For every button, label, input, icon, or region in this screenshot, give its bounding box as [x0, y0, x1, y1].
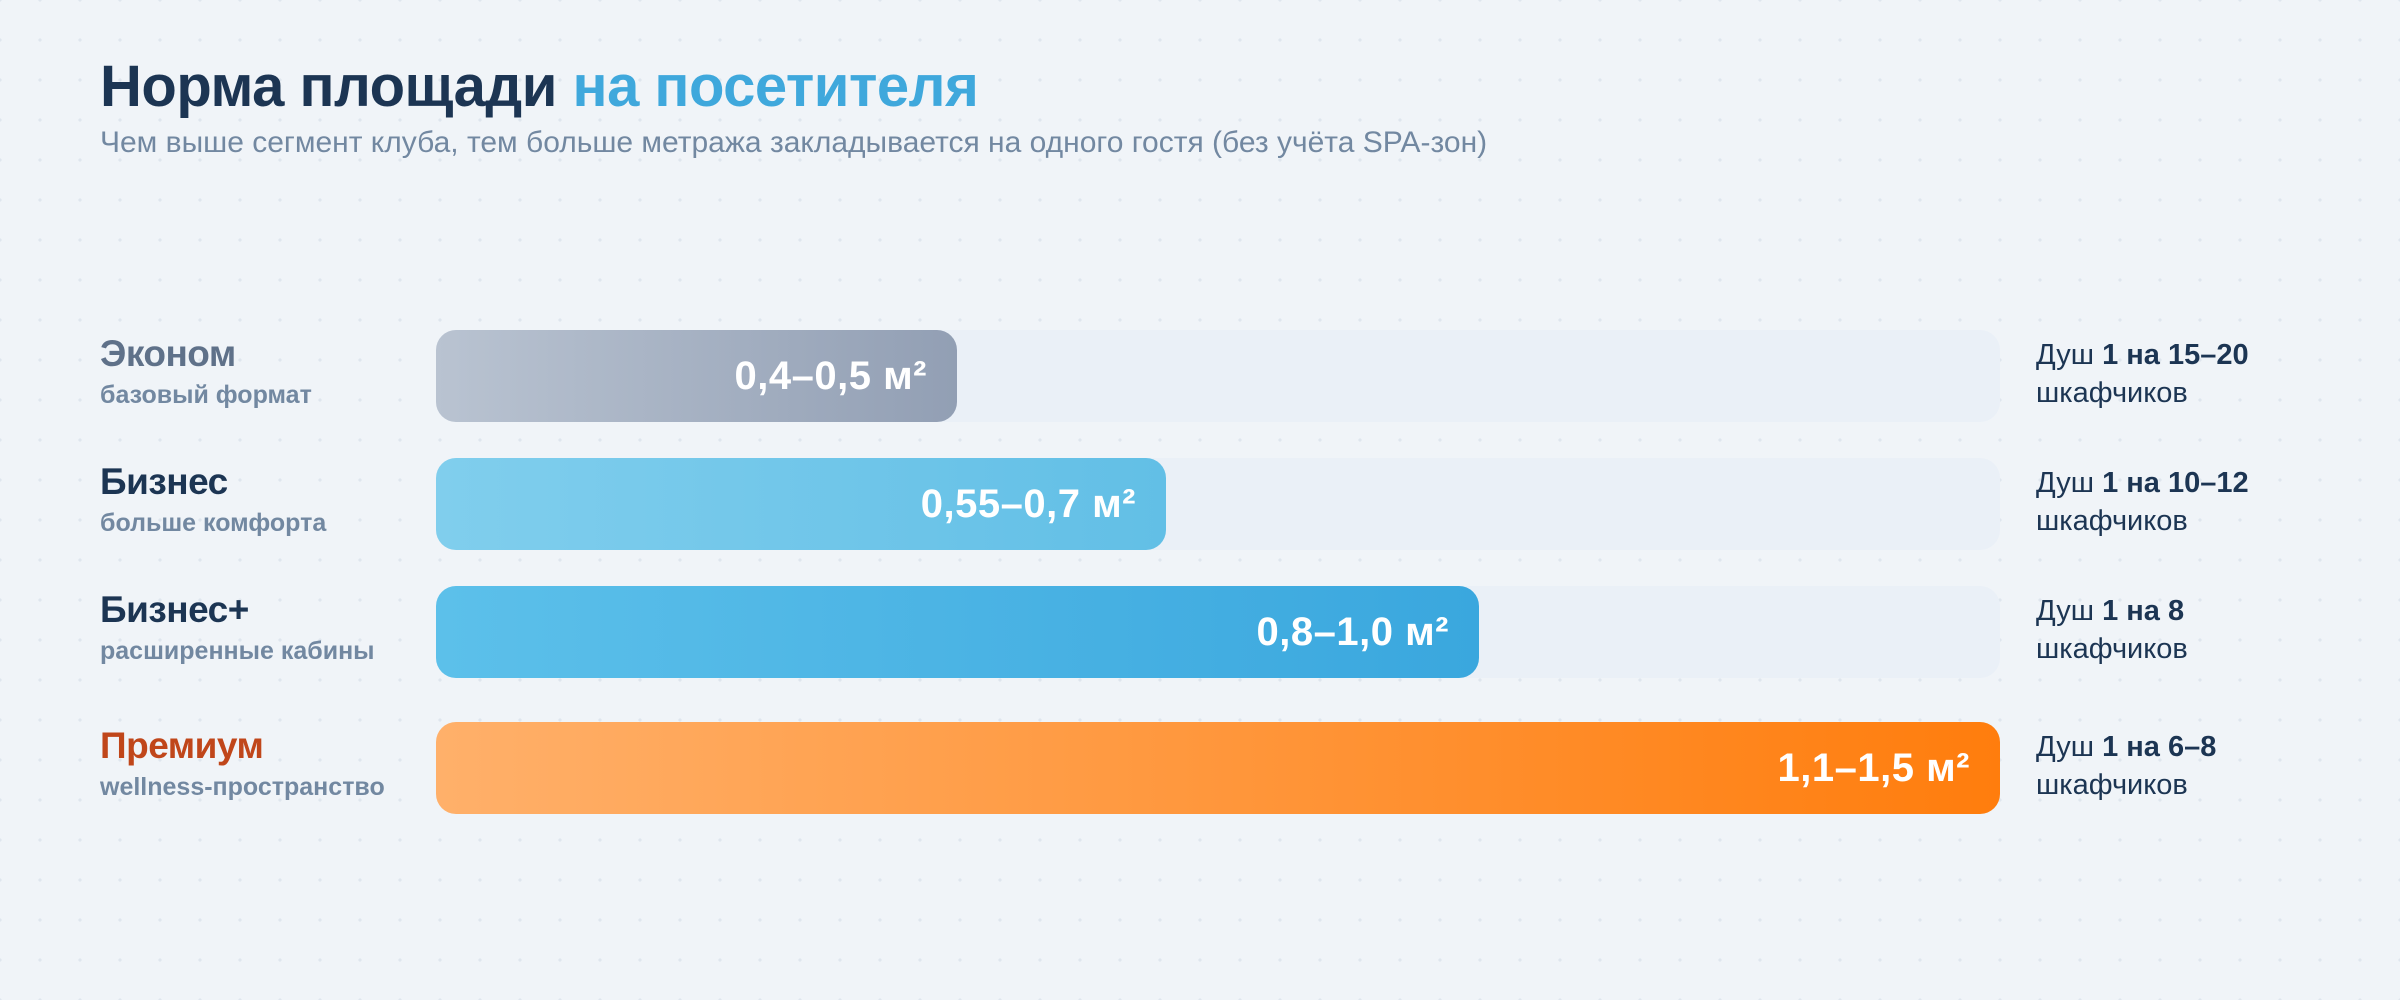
shower-prefix: Душ	[2036, 467, 2095, 499]
title-accent: на посетителя	[572, 54, 979, 119]
chart-row: Бизнес+ расширенные кабины 0,8–1,0 м² Душ 1…	[0, 586, 2400, 678]
segment-subtitle: базовый формат	[100, 380, 312, 409]
shower-unit: шкафчиков	[2036, 377, 2188, 410]
chart-row: Эконом базовый формат 0,4–0,5 м² Душ 1 на 1…	[0, 330, 2400, 422]
segment-name: Премиум	[100, 725, 264, 766]
shower-prefix: Душ	[2036, 731, 2095, 763]
segment-name: Бизнес+	[100, 589, 249, 630]
shower-ratio-value: 1 на 8	[2102, 595, 2185, 627]
segment-label: Бизнес+ расширенные кабины	[100, 589, 420, 668]
segment-label: Бизнес больше комфорта	[100, 461, 420, 540]
segment-subtitle: wellness-пространство	[100, 772, 385, 801]
bar-value-label: 0,4–0,5 м²	[734, 354, 927, 398]
segment-subtitle: расширенные кабины	[100, 636, 375, 665]
bar: 0,4–0,5 м²	[436, 330, 957, 422]
bar-value-label: 1,1–1,5 м²	[1777, 746, 1970, 790]
bar: 1,1–1,5 м²	[436, 722, 2000, 814]
shower-ratio-value: 1 на 10–12	[2102, 467, 2249, 499]
page-subtitle: Чем выше сегмент клуба, тем больше метра…	[100, 126, 1488, 159]
shower-ratio-value: 1 на 15–20	[2102, 339, 2249, 371]
shower-ratio: Душ 1 на 15–20 шкафчиков	[2036, 336, 2249, 413]
bar-value-label: 0,55–0,7 м²	[920, 482, 1136, 526]
shower-ratio: Душ 1 на 10–12 шкафчиков	[2036, 464, 2249, 541]
shower-ratio: Душ 1 на 8 шкафчиков	[2036, 592, 2188, 669]
shower-ratio: Душ 1 на 6–8 шкафчиков	[2036, 728, 2216, 805]
bar-track: 1,1–1,5 м²	[436, 722, 2000, 814]
bar-value-label: 0,8–1,0 м²	[1256, 610, 1449, 654]
title-main: Норма площади	[100, 54, 557, 119]
segment-label: Эконом базовый формат	[100, 333, 420, 412]
segment-subtitle: больше комфорта	[100, 508, 327, 537]
bar-track: 0,4–0,5 м²	[436, 330, 2000, 422]
shower-unit: шкафчиков	[2036, 769, 2188, 802]
page-title: Норма площади на посетителя	[100, 52, 979, 122]
shower-unit: шкафчиков	[2036, 505, 2188, 538]
bar: 0,8–1,0 м²	[436, 586, 1479, 678]
shower-prefix: Душ	[2036, 339, 2095, 371]
bar-track: 0,55–0,7 м²	[436, 458, 2000, 550]
shower-prefix: Душ	[2036, 595, 2095, 627]
bar-track: 0,8–1,0 м²	[436, 586, 2000, 678]
segment-label: Премиум wellness-пространство	[100, 725, 420, 804]
shower-ratio-value: 1 на 6–8	[2102, 731, 2217, 763]
segment-name: Бизнес	[100, 461, 228, 502]
segment-name: Эконом	[100, 333, 236, 374]
bar: 0,55–0,7 м²	[436, 458, 1166, 550]
shower-unit: шкафчиков	[2036, 633, 2188, 666]
chart-row: Премиум wellness-пространство 1,1–1,5 м² Ду…	[0, 722, 2400, 814]
chart-row: Бизнес больше комфорта 0,55–0,7 м² Душ 1 на…	[0, 458, 2400, 550]
